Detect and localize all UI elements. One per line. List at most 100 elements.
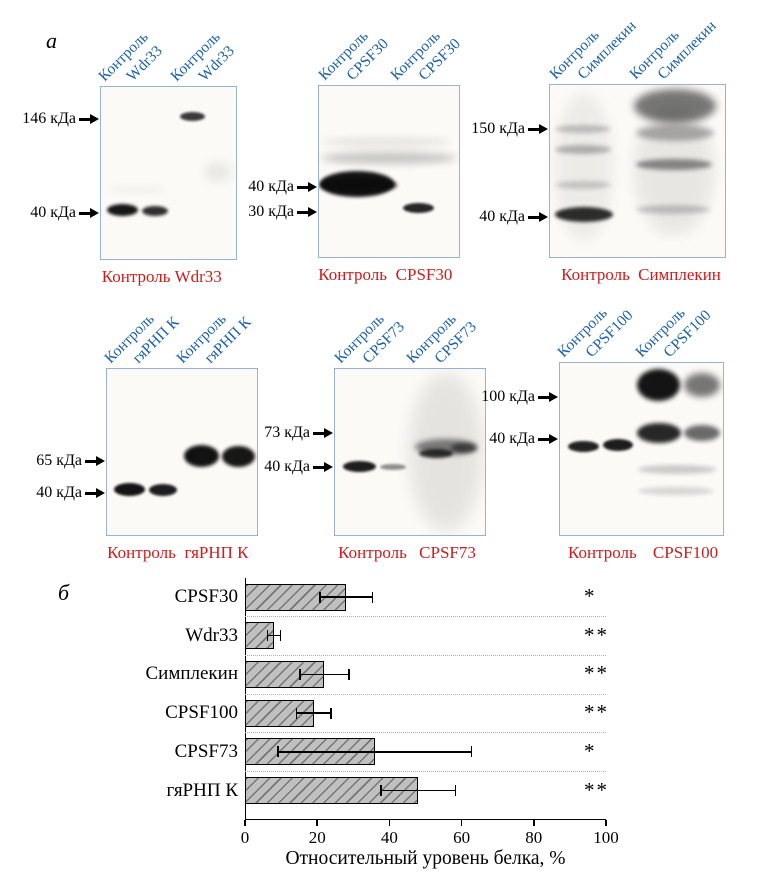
marker-65kda: 65 кДа <box>36 452 105 469</box>
protein-band <box>603 439 633 451</box>
blot-membrane <box>560 363 723 535</box>
right-arrow-icon <box>313 428 333 438</box>
protein-band <box>380 464 406 470</box>
x-axis-tick <box>460 820 463 826</box>
bar-гяРНП К <box>245 777 419 804</box>
gridline <box>245 771 606 773</box>
right-arrow-icon <box>538 392 558 402</box>
protein-band <box>684 373 720 397</box>
marker-30kda: 30 кДа <box>248 203 317 220</box>
x-axis-tick <box>605 820 607 826</box>
significance-marker: ** <box>584 622 609 647</box>
right-arrow-icon <box>313 462 333 472</box>
condition-label-target: гяРНП К <box>184 543 249 562</box>
condition-label-control: Контроль <box>338 543 407 562</box>
x-axis-tick <box>533 820 535 826</box>
right-arrow-icon <box>528 212 548 222</box>
right-arrow-icon <box>297 207 317 217</box>
x-axis-tick-label: 100 <box>593 828 619 847</box>
protein-band <box>321 138 451 146</box>
blot-cpsf30: Контроль CPSF30 Контроль CPSF30 40 кДа 3… <box>248 27 464 284</box>
protein-band <box>634 105 714 235</box>
right-arrow-icon <box>85 456 105 466</box>
right-arrow-icon <box>297 182 317 192</box>
marker-146kda: 146 кДа <box>22 110 99 127</box>
marker-40kda: 40 кДа <box>248 178 317 195</box>
x-axis-tick-label: 20 <box>308 828 326 847</box>
marker-73kda: 73 кДа <box>264 424 333 441</box>
chart-category-label: CPSF100 <box>165 702 238 724</box>
marker-label: 150 кДа <box>471 120 525 137</box>
protein-band <box>555 181 611 189</box>
protein-band <box>142 206 168 216</box>
protein-band <box>637 423 681 443</box>
condition-label-control: Контроль <box>318 265 387 284</box>
condition-label-control: Контроль <box>561 265 630 284</box>
protein-band <box>419 449 453 458</box>
error-bar-line <box>299 673 350 676</box>
protein-band <box>403 203 434 213</box>
protein-band <box>319 178 397 192</box>
x-axis-tick <box>388 820 391 826</box>
blot-cpsf100: Контроль CPSF100 Контроль CPSF100 100 кД… <box>481 304 724 562</box>
protein-band <box>149 484 177 496</box>
significance-marker: ** <box>584 700 609 725</box>
significance-marker: * <box>584 738 597 763</box>
marker-100kda: 100 кДа <box>481 388 558 405</box>
protein-band <box>638 487 714 495</box>
protein-band <box>638 465 716 474</box>
protein-band <box>204 162 232 182</box>
protein-band <box>636 159 712 170</box>
chart-category-label: Симплекин <box>145 663 238 685</box>
marker-label: 73 кДа <box>264 424 310 441</box>
x-axis-title: Относительный уровень белка, % <box>285 848 566 869</box>
protein-band <box>107 187 167 193</box>
protein-band <box>107 204 138 216</box>
error-bar <box>319 591 374 603</box>
blot-membrane <box>335 369 485 535</box>
protein-band <box>684 425 720 441</box>
condition-label-control: Контроль <box>101 267 171 286</box>
error-bar <box>295 707 332 719</box>
right-arrow-icon <box>79 208 99 218</box>
protein-band <box>637 369 680 401</box>
blot-cpsf73: Контроль CPSF73 Контроль CPSF73 73 кДа 4… <box>264 310 486 562</box>
error-bar-line <box>295 712 332 714</box>
protein-band <box>636 125 714 141</box>
significance-marker: ** <box>584 661 609 686</box>
error-bar-line <box>319 596 374 598</box>
condition-label-target: Симплекин <box>638 265 721 284</box>
protein-band <box>321 152 457 164</box>
chart-category-label: CPSF30 <box>174 586 238 607</box>
error-bar <box>277 746 473 758</box>
marker-label: 30 кДа <box>248 203 294 220</box>
chart-plot-area <box>245 578 606 820</box>
condition-label-target: CPSF73 <box>419 543 476 562</box>
gridline <box>245 655 606 657</box>
bar-chart-relative-protein-level: Относительный уровень белка, % CPSF30 * Wd… <box>0 578 779 875</box>
protein-band <box>222 446 255 467</box>
marker-label: 40 кДа <box>30 204 76 221</box>
marker-label: 40 кДа <box>264 458 310 475</box>
blot-membrane <box>107 369 257 535</box>
marker-label: 146 кДа <box>22 110 76 127</box>
marker-40kda: 40 кДа <box>489 430 558 447</box>
marker-40kda: 40 кДа <box>479 208 548 225</box>
x-axis-tick <box>316 820 318 826</box>
protein-band <box>634 89 716 123</box>
condition-label-control: Контроль <box>107 543 176 562</box>
chart-category-label: Wdr33 <box>185 624 238 646</box>
condition-label-control: Контроль <box>568 543 637 562</box>
protein-band <box>180 112 205 121</box>
marker-40kda: 40 кДа <box>36 484 105 501</box>
right-arrow-icon <box>79 114 99 124</box>
right-arrow-icon <box>538 434 558 444</box>
x-axis-tick-label: 40 <box>380 828 398 847</box>
bar-CPSF100 <box>245 699 314 727</box>
blot-symplekin: Контроль Симплекин Контроль Симплекин 15… <box>471 17 726 284</box>
marker-label: 40 кДа <box>489 430 535 447</box>
protein-band <box>451 443 477 453</box>
chart-category-label: гяРНП К <box>166 779 239 801</box>
blot-membrane <box>319 86 459 257</box>
